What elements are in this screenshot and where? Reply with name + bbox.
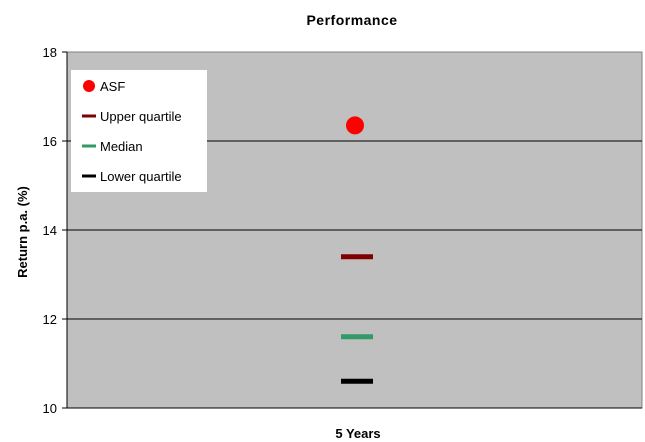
legend-label: Lower quartile	[100, 169, 182, 184]
data-point-asf	[346, 116, 364, 135]
x-category-label: 5 Years	[335, 426, 380, 441]
legend-box	[71, 70, 207, 192]
y-tick-label: 18	[43, 45, 57, 60]
y-tick-label: 12	[43, 312, 57, 327]
y-tick-label: 14	[43, 223, 57, 238]
y-axis-title: Return p.a. (%)	[15, 186, 30, 278]
y-tick-label: 10	[43, 401, 57, 416]
y-tick-label: 16	[43, 134, 57, 149]
y-axis-ticks: 10 12 14 16 18	[43, 45, 67, 416]
legend-label: Median	[100, 139, 143, 154]
legend-marker-circle	[83, 80, 95, 92]
legend-label: Upper quartile	[100, 109, 182, 124]
data-marks	[341, 116, 373, 384]
chart-title: Performance	[306, 12, 397, 28]
legend: ASF Upper quartile Median Lower quartile	[82, 79, 182, 184]
legend-label: ASF	[100, 79, 125, 94]
